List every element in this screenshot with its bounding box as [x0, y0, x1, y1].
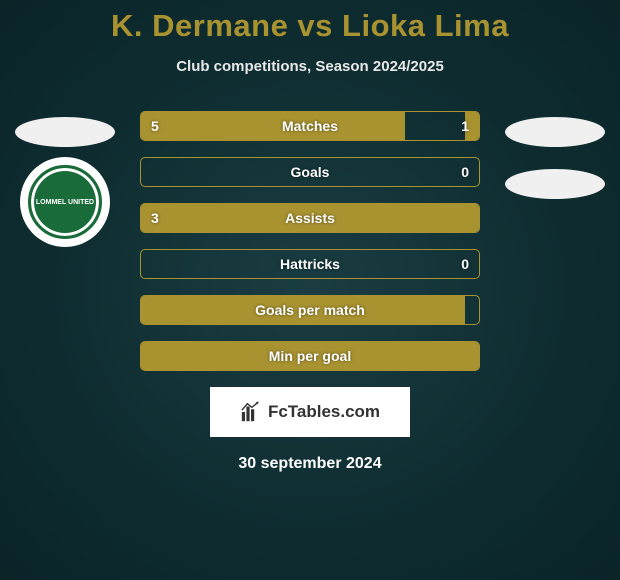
player-right-column: [500, 111, 610, 205]
stat-bar-left-value: 5: [151, 112, 159, 140]
attribution-box: FcTables.com: [210, 387, 410, 437]
bar-chart-icon: [240, 401, 262, 423]
stat-bar-label: Min per goal: [141, 342, 479, 370]
stat-bar-label: Goals: [141, 158, 479, 186]
stat-bar-matches: Matches5 1: [140, 111, 480, 141]
stat-bar-goals-per-match: Goals per match: [140, 295, 480, 325]
header: K. Dermane vs Lioka Lima Club competitio…: [0, 0, 620, 79]
stat-bar-right-value: 0: [461, 158, 469, 186]
stat-bar-hattricks: Hattricks0: [140, 249, 480, 279]
player-right-club-placeholder: [505, 169, 605, 199]
stat-bar-right-value: 1: [461, 112, 469, 140]
stat-bar-min-per-goal: Min per goal: [140, 341, 480, 371]
page-title: K. Dermane vs Lioka Lima: [0, 8, 620, 44]
player-left-club-badge: LOMMEL UNITED: [20, 157, 110, 247]
stat-bar-label: Assists: [141, 204, 479, 232]
player-right-photo-placeholder: [505, 117, 605, 147]
page-subtitle: Club competitions, Season 2024/2025: [0, 58, 620, 75]
club-badge-text: LOMMEL UNITED: [36, 199, 94, 206]
attribution-text: FcTables.com: [268, 402, 380, 422]
comparison-content: LOMMEL UNITED Matches51Goals0Assists3Hat…: [0, 111, 620, 473]
stat-bar-label: Hattricks: [141, 250, 479, 278]
stat-bars: Matches51Goals0Assists3Hattricks0Goals p…: [140, 111, 480, 371]
stat-bar-right-value: 0: [461, 250, 469, 278]
player-left-photo-placeholder: [15, 117, 115, 147]
stat-bar-label: Matches: [141, 112, 479, 140]
stat-bar-label: Goals per match: [141, 296, 479, 324]
stat-bar-goals: Goals0: [140, 157, 480, 187]
club-badge-inner: LOMMEL UNITED: [28, 165, 102, 239]
date-text: 30 september 2024: [0, 455, 620, 473]
stat-bar-assists: Assists3: [140, 203, 480, 233]
stat-bar-left-value: 3: [151, 204, 159, 232]
player-left-column: LOMMEL UNITED: [10, 111, 120, 257]
